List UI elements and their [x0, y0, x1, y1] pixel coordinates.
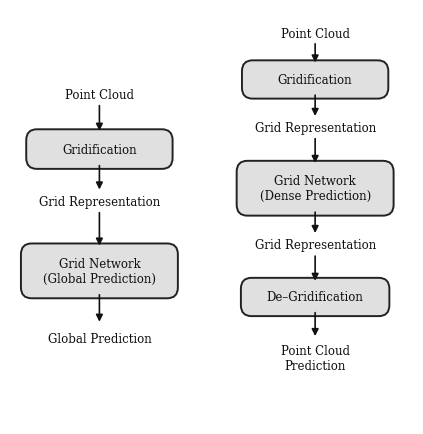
- Text: Grid Network
(Dense Prediction): Grid Network (Dense Prediction): [259, 175, 371, 203]
- Text: De–Gridification: De–Gridification: [266, 291, 364, 304]
- FancyBboxPatch shape: [241, 278, 389, 316]
- Text: Grid Representation: Grid Representation: [255, 239, 376, 252]
- Text: Point Cloud: Point Cloud: [280, 28, 350, 41]
- Text: Point Cloud: Point Cloud: [65, 89, 134, 102]
- Text: Gridification: Gridification: [278, 74, 352, 87]
- Text: Gridification: Gridification: [62, 143, 137, 156]
- Text: Global Prediction: Global Prediction: [47, 332, 151, 345]
- FancyBboxPatch shape: [236, 161, 393, 216]
- Text: Point Cloud
Prediction: Point Cloud Prediction: [280, 344, 350, 372]
- Text: Grid Representation: Grid Representation: [39, 195, 160, 208]
- Text: Grid Representation: Grid Representation: [255, 122, 376, 135]
- FancyBboxPatch shape: [242, 61, 388, 99]
- Text: Grid Network
(Global Prediction): Grid Network (Global Prediction): [43, 257, 156, 285]
- FancyBboxPatch shape: [21, 244, 178, 299]
- FancyBboxPatch shape: [26, 130, 173, 169]
